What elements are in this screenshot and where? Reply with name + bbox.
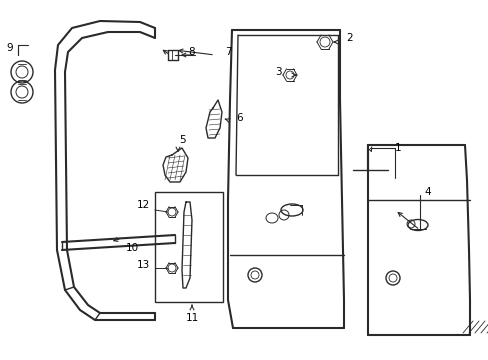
Text: 8: 8 bbox=[188, 47, 195, 57]
Text: 13: 13 bbox=[136, 260, 149, 270]
Text: 1: 1 bbox=[394, 143, 401, 153]
Text: 3: 3 bbox=[274, 67, 281, 77]
Bar bbox=[155, 192, 223, 302]
Text: 2: 2 bbox=[346, 33, 353, 43]
Text: 4: 4 bbox=[424, 187, 430, 197]
Text: 11: 11 bbox=[185, 313, 198, 323]
Text: 12: 12 bbox=[136, 200, 149, 210]
Text: 9: 9 bbox=[7, 43, 13, 53]
Text: 6: 6 bbox=[236, 113, 243, 123]
Text: 5: 5 bbox=[179, 135, 186, 145]
Text: 10: 10 bbox=[125, 243, 138, 253]
Text: 7: 7 bbox=[224, 47, 231, 57]
